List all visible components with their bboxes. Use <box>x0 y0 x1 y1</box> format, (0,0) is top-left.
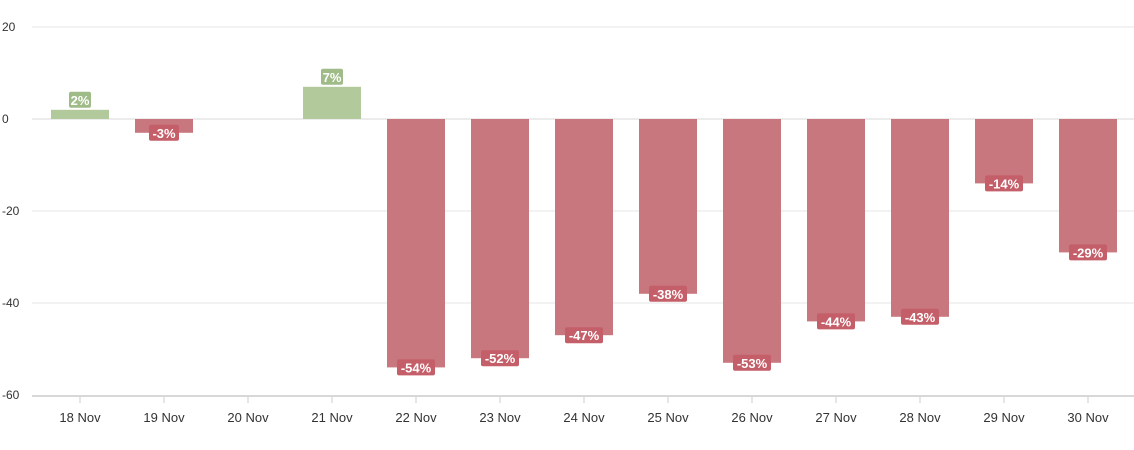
data-label-background <box>1069 244 1107 261</box>
bar <box>639 119 697 294</box>
data-label-background <box>985 175 1023 192</box>
y-tick-label: -40 <box>2 296 20 310</box>
bar <box>1059 119 1117 253</box>
data-label: -43% <box>905 310 936 325</box>
bar <box>891 119 949 317</box>
x-tick-label: 19 Nov <box>143 410 185 425</box>
x-tick-label: 21 Nov <box>311 410 353 425</box>
bar <box>471 119 529 359</box>
data-label-background <box>149 124 179 141</box>
bar <box>51 109 109 119</box>
data-label-background <box>733 354 771 371</box>
data-label-background <box>69 91 91 108</box>
data-label-background <box>901 308 939 325</box>
data-label-background <box>817 313 855 330</box>
data-label: 7% <box>323 70 342 85</box>
x-tick-label: 23 Nov <box>479 410 521 425</box>
data-label-background <box>649 285 687 302</box>
x-tick-label: 28 Nov <box>899 410 941 425</box>
data-label: 2% <box>71 93 90 108</box>
bar <box>723 119 781 363</box>
bar <box>807 119 865 322</box>
data-label-background <box>321 68 343 85</box>
y-tick-label: -60 <box>2 388 20 402</box>
bar <box>303 86 361 119</box>
y-tick-label: 0 <box>2 112 9 126</box>
data-label: -54% <box>401 360 432 375</box>
x-tick-label: 27 Nov <box>815 410 857 425</box>
data-label: -47% <box>569 328 600 343</box>
bar <box>387 119 445 368</box>
y-tick-label: 20 <box>2 20 16 34</box>
bar <box>975 119 1033 184</box>
data-label-background <box>565 327 603 344</box>
bar <box>555 119 613 336</box>
data-label: -3% <box>152 126 176 141</box>
x-tick-label: 24 Nov <box>563 410 605 425</box>
x-tick-label: 30 Nov <box>1067 410 1109 425</box>
x-tick-label: 20 Nov <box>227 410 269 425</box>
data-label: -29% <box>1073 245 1104 260</box>
x-tick-label: 22 Nov <box>395 410 437 425</box>
data-label: -38% <box>653 287 684 302</box>
x-tick-label: 25 Nov <box>647 410 689 425</box>
x-tick-label: 18 Nov <box>59 410 101 425</box>
data-label: -44% <box>821 314 852 329</box>
data-label: -14% <box>989 176 1020 191</box>
x-tick-label: 26 Nov <box>731 410 773 425</box>
data-label: 0% <box>239 102 258 117</box>
data-label-background <box>397 359 435 376</box>
x-tick-label: 29 Nov <box>983 410 1025 425</box>
data-label: -53% <box>737 356 768 371</box>
y-tick-label: -20 <box>2 204 20 218</box>
data-label-background <box>481 350 519 367</box>
data-label: -52% <box>485 351 516 366</box>
